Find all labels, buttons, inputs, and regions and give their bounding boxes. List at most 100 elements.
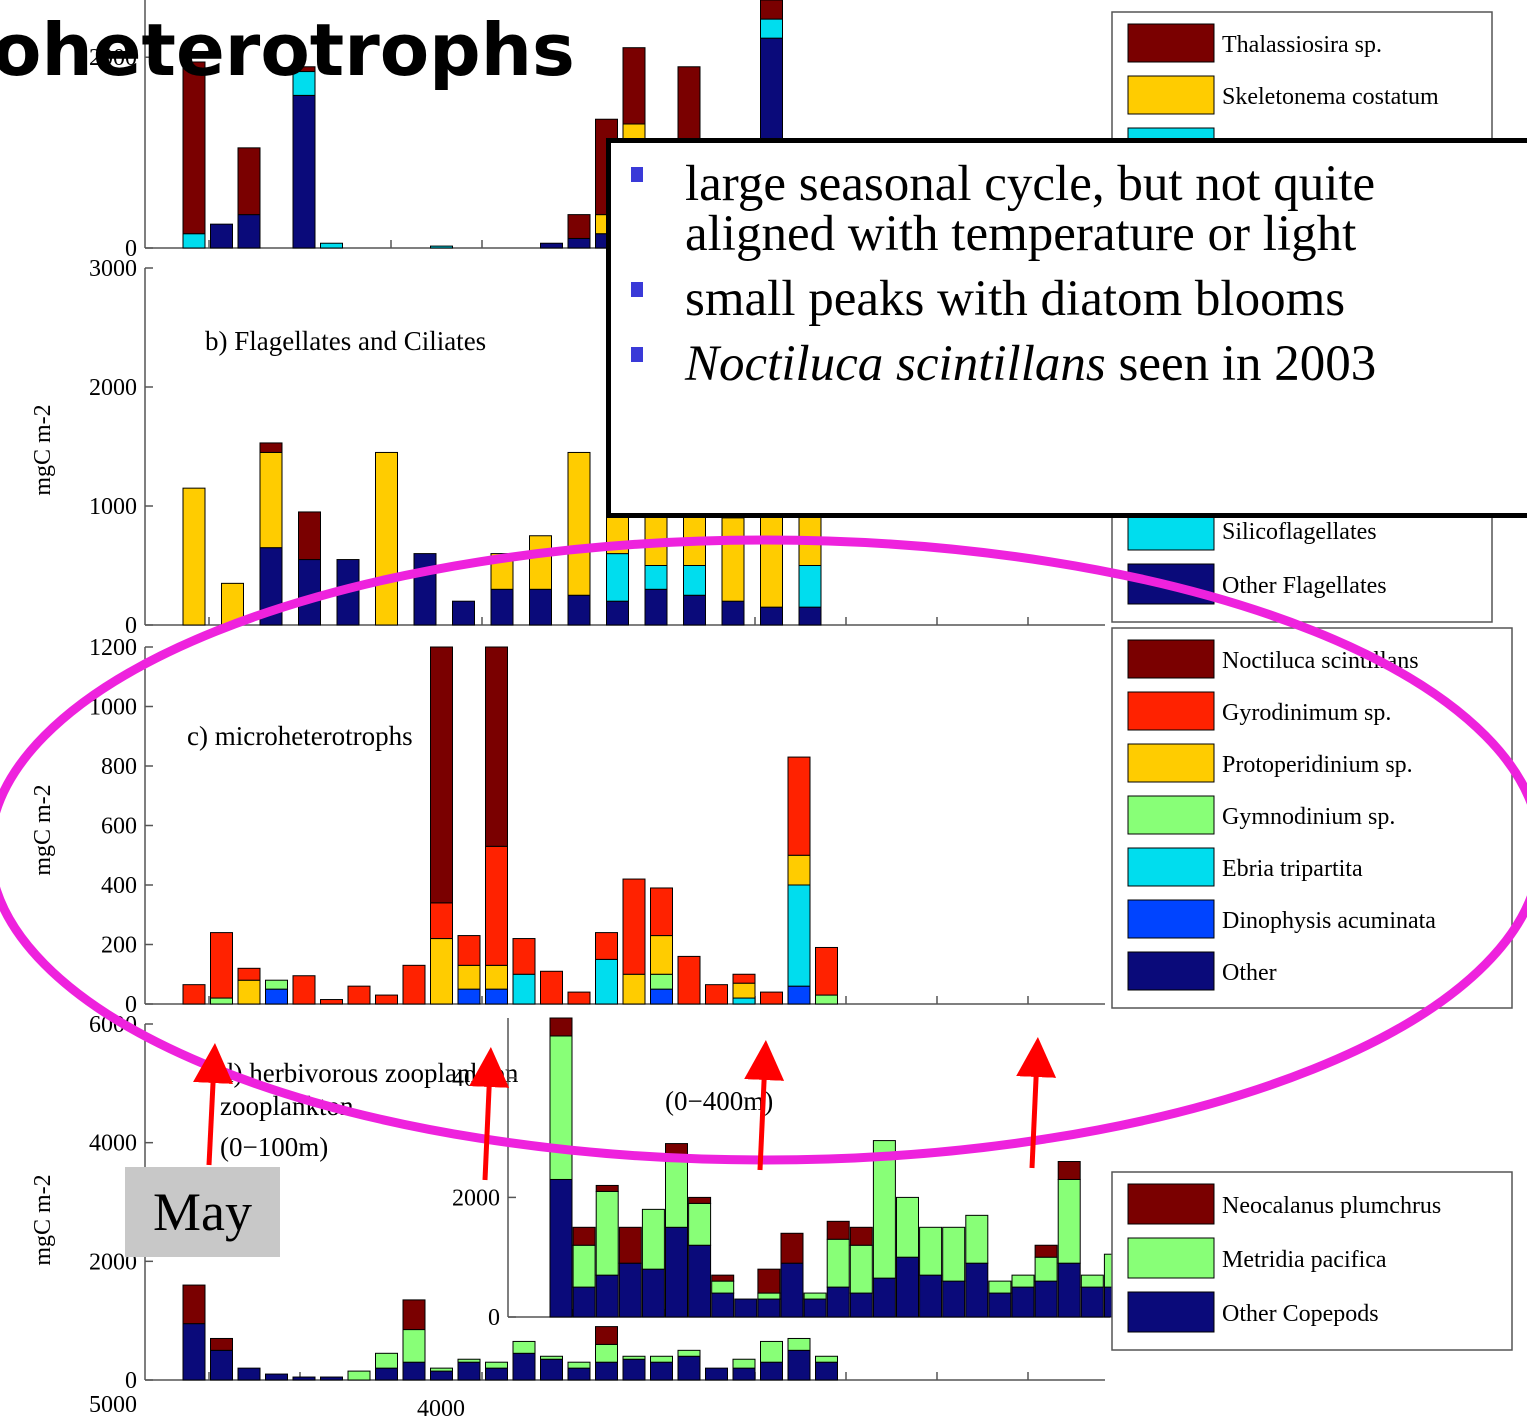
bar-segment [457, 935, 481, 966]
panel-title-line: (0−100m) [220, 1132, 328, 1162]
y-tick-label: 400 [101, 873, 137, 899]
bar-segment [259, 547, 283, 626]
bar-segment [320, 999, 343, 1005]
bar-segment [677, 1355, 701, 1381]
bar-segment [595, 1361, 618, 1381]
legend-swatch [1127, 795, 1215, 835]
bar-segment [872, 1140, 896, 1279]
bar-segment [221, 582, 244, 626]
bar-segment [402, 1329, 426, 1363]
bar-segment [757, 1292, 781, 1300]
y-tick-label: 200 [101, 933, 137, 959]
bar-segment [595, 958, 618, 1005]
y-tick-label: 1000 [89, 494, 137, 520]
bar-segment [375, 451, 398, 626]
bar-segment [711, 1292, 735, 1318]
legend-entry: Other [1222, 960, 1277, 986]
y-tick-label: 0 [125, 236, 137, 262]
bullet-list: large seasonal cycle, but not quite alig… [627, 159, 1376, 404]
bar-segment [650, 887, 673, 937]
bar-segment [182, 487, 206, 626]
bar-segment [595, 1274, 619, 1318]
legend-copepods: Neocalanus plumchrus Metridia pacifica Oth… [1111, 1171, 1513, 1351]
bar-segment [298, 559, 321, 626]
panel-title: c) microheterotrophs [187, 721, 413, 751]
bar-segment [665, 1143, 688, 1163]
bar-segment [320, 242, 343, 249]
bar-segment [1034, 1244, 1058, 1258]
bar-segment [732, 982, 756, 999]
legend-entry: Dinophysis acuminata [1222, 908, 1436, 934]
legend-swatch [1127, 951, 1215, 991]
bar-segment [572, 1226, 596, 1246]
bar-segment [798, 606, 822, 626]
bar-segment [787, 884, 811, 987]
bullet-emphasis: Noctiluca scintillans [685, 336, 1106, 392]
bar-segment [665, 1161, 688, 1228]
bar-segment [485, 646, 508, 847]
bar-segment [1057, 1262, 1081, 1318]
bar-segment [760, 991, 783, 1005]
bar-segment [705, 1367, 728, 1381]
bar-segment [787, 1349, 811, 1381]
bar-segment [265, 988, 288, 1005]
bar-segment [650, 1361, 673, 1381]
bar-segment [298, 511, 321, 561]
bar-segment [705, 984, 728, 1005]
legend-entry: Ebria tripartita [1222, 856, 1363, 882]
bar-segment [512, 1340, 536, 1354]
bar-segment [896, 1256, 919, 1318]
bar-segment [732, 1358, 756, 1369]
bullet-icon [631, 347, 643, 362]
y-tick-label: 0 [125, 1368, 137, 1394]
y-axis-label: mgC m-2 [30, 404, 56, 495]
y-tick-label: 0 [488, 1305, 500, 1331]
bar-segment [567, 594, 591, 626]
bar-segment [803, 1292, 827, 1300]
bar-segment [595, 932, 618, 960]
bar-segment [567, 214, 591, 239]
bullet-continuation: aligned with temperature or light [627, 209, 1376, 260]
bar-segment [815, 1355, 838, 1363]
bullet-text: seen in 2003 [1105, 336, 1377, 392]
bar-segment [606, 600, 629, 626]
bar-segment [485, 964, 508, 990]
bar-segment [595, 1190, 619, 1276]
legend-swatch [1127, 899, 1215, 939]
bar-segment [1080, 1274, 1104, 1288]
bar-segment [490, 553, 514, 590]
bar-segment [237, 214, 261, 249]
legend-microheterotrophs: Noctiluca scintillans Gyrodinimum sp. Prot… [1111, 627, 1513, 1009]
y-tick-label: 600 [101, 814, 137, 840]
bar-segment [320, 1376, 343, 1381]
bar-segment [512, 973, 536, 1005]
bar-segment [182, 984, 206, 1005]
bar-segment [292, 94, 316, 249]
bar-segment [512, 1352, 536, 1381]
bar-segment [485, 1367, 508, 1381]
y-tick-label: 4000 [89, 1131, 137, 1157]
bar-segment [430, 1367, 453, 1372]
bar-segment [919, 1274, 943, 1318]
y-tick-label: 1000 [89, 695, 137, 721]
bar-segment [567, 1361, 591, 1369]
bar-segment [347, 1370, 371, 1381]
bar-segment [1057, 1178, 1081, 1264]
bar-segment [734, 1298, 758, 1318]
legend-swatch [1127, 1291, 1215, 1333]
legend-swatch [1127, 847, 1215, 887]
bar-segment [780, 1232, 804, 1264]
bar-segment [457, 1358, 481, 1363]
bar-segment [815, 994, 838, 1005]
bar-segment [402, 1299, 426, 1331]
bar-segment [849, 1244, 873, 1294]
may-label: May [125, 1167, 280, 1257]
bar-segment [622, 1358, 646, 1381]
bar-segment [567, 451, 591, 596]
bar-segment [711, 1280, 735, 1294]
bar-segment [402, 1361, 426, 1381]
panel-title: (0−400m) [665, 1086, 773, 1116]
legend-entry: Other Copepods [1222, 1301, 1379, 1327]
bar-segment [849, 1226, 873, 1246]
slide-title: oheterotrophs [0, 8, 575, 92]
